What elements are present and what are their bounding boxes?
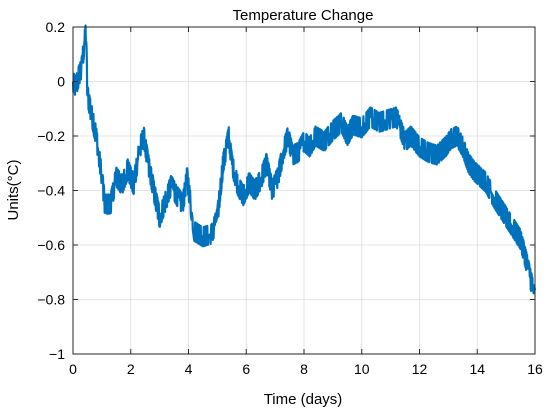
temperature-series-line: [71, 24, 537, 295]
y-tick-label: −0.4: [37, 183, 65, 199]
x-tick-label: 16: [527, 361, 543, 377]
x-tick-label: 2: [127, 361, 135, 377]
x-tick-label: 4: [185, 361, 193, 377]
y-tick-label: −0.6: [37, 237, 65, 253]
series-layer: [71, 24, 537, 295]
grid-lines: [72, 26, 536, 355]
chart-title: Temperature Change: [233, 7, 374, 24]
x-tick-label: 14: [469, 361, 485, 377]
x-axis-label: Time (days): [264, 391, 343, 408]
y-tick-label: 0: [57, 74, 65, 90]
x-tick-label: 0: [69, 361, 77, 377]
x-tick-label: 12: [412, 361, 428, 377]
tick-labels: 0 2 4 6 8 10 12 14 16 −1 −0.8 −0.6 −0.4 −0.2 0 0.2: [37, 19, 543, 377]
y-axis-label: Units(°C): [5, 159, 22, 220]
y-tick-label: −0.2: [37, 128, 65, 144]
y-tick-label: 0.2: [46, 19, 66, 35]
plot-box: [72, 26, 536, 355]
x-tick-label: 8: [300, 361, 308, 377]
x-tick-label: 6: [242, 361, 250, 377]
y-tick-label: −0.8: [37, 292, 65, 308]
x-tick-label: 10: [354, 361, 370, 377]
y-tick-label: −1: [49, 346, 65, 362]
axes-frame: [72, 26, 536, 355]
